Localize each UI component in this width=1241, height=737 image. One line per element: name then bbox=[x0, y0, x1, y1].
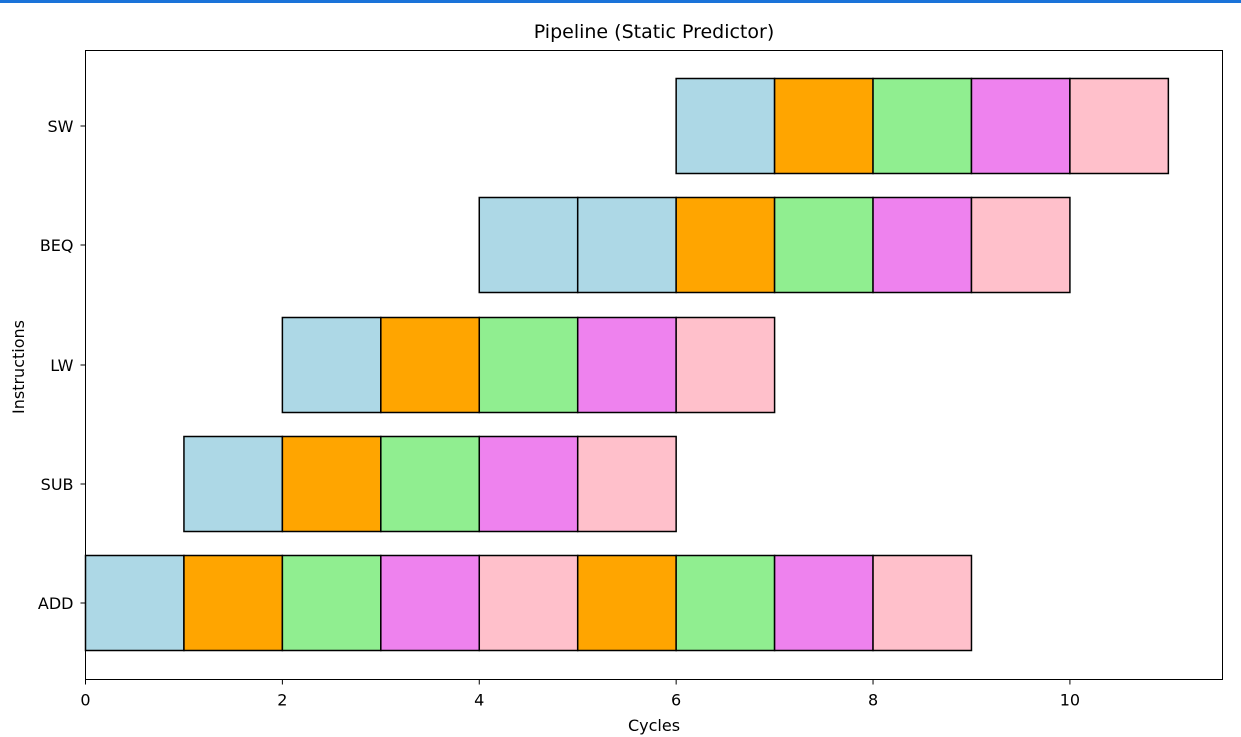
y-axis-label: Instructions bbox=[9, 320, 28, 414]
bar-segment bbox=[773, 554, 874, 652]
x-axis-label: Cycles bbox=[628, 716, 680, 735]
bar-segment bbox=[1069, 77, 1170, 175]
bar-row-sw bbox=[675, 77, 1170, 175]
bar-segment bbox=[872, 554, 973, 652]
x-tick-label: 10 bbox=[1060, 691, 1080, 710]
y-tick-label-sub: SUB bbox=[41, 475, 74, 494]
bar-segment bbox=[380, 435, 481, 533]
bar-segment bbox=[380, 316, 481, 414]
bar-row-beq bbox=[478, 196, 1071, 294]
x-axis-ticks: 0 2 4 6 8 10 bbox=[80, 679, 1080, 710]
x-tick-label: 6 bbox=[671, 691, 681, 710]
y-tick-label-beq: BEQ bbox=[40, 236, 74, 255]
bar-segment bbox=[773, 77, 874, 175]
bar-segment bbox=[675, 554, 776, 652]
bar-segment bbox=[478, 196, 579, 294]
bar-segment bbox=[281, 554, 382, 652]
bar-segment bbox=[478, 554, 579, 652]
x-tick-label: 2 bbox=[277, 691, 287, 710]
bar-segment bbox=[576, 554, 677, 652]
y-tick-label-add: ADD bbox=[38, 594, 74, 613]
x-tick-label: 8 bbox=[868, 691, 878, 710]
bars-layer bbox=[84, 77, 1170, 652]
bar-segment bbox=[970, 196, 1071, 294]
bar-segment bbox=[576, 316, 677, 414]
window-top-accent bbox=[0, 0, 1241, 3]
bar-segment bbox=[183, 435, 284, 533]
bar-segment bbox=[872, 77, 973, 175]
bar-segment bbox=[970, 77, 1071, 175]
bar-segment bbox=[478, 435, 579, 533]
bar-segment bbox=[576, 196, 677, 294]
x-tick-label: 4 bbox=[474, 691, 484, 710]
bar-segment bbox=[183, 554, 284, 652]
bar-segment bbox=[84, 554, 185, 652]
bar-segment bbox=[675, 196, 776, 294]
chart-title: Pipeline (Static Predictor) bbox=[534, 21, 774, 43]
bar-segment bbox=[675, 77, 776, 175]
bar-segment bbox=[281, 435, 382, 533]
x-tick-label: 0 bbox=[80, 691, 90, 710]
bar-row-add bbox=[84, 554, 973, 652]
bar-row-lw bbox=[281, 316, 776, 414]
bar-segment bbox=[380, 554, 481, 652]
bar-segment bbox=[576, 435, 677, 533]
y-axis-ticks: ADD SUB LW BEQ SW bbox=[38, 117, 86, 613]
bar-segment bbox=[478, 316, 579, 414]
y-tick-label-lw: LW bbox=[50, 356, 73, 375]
y-tick-label-sw: SW bbox=[48, 117, 74, 136]
bar-segment bbox=[773, 196, 874, 294]
bar-row-sub bbox=[183, 435, 677, 533]
bar-segment bbox=[281, 316, 382, 414]
bar-segment bbox=[675, 316, 776, 414]
bar-segment bbox=[872, 196, 973, 294]
